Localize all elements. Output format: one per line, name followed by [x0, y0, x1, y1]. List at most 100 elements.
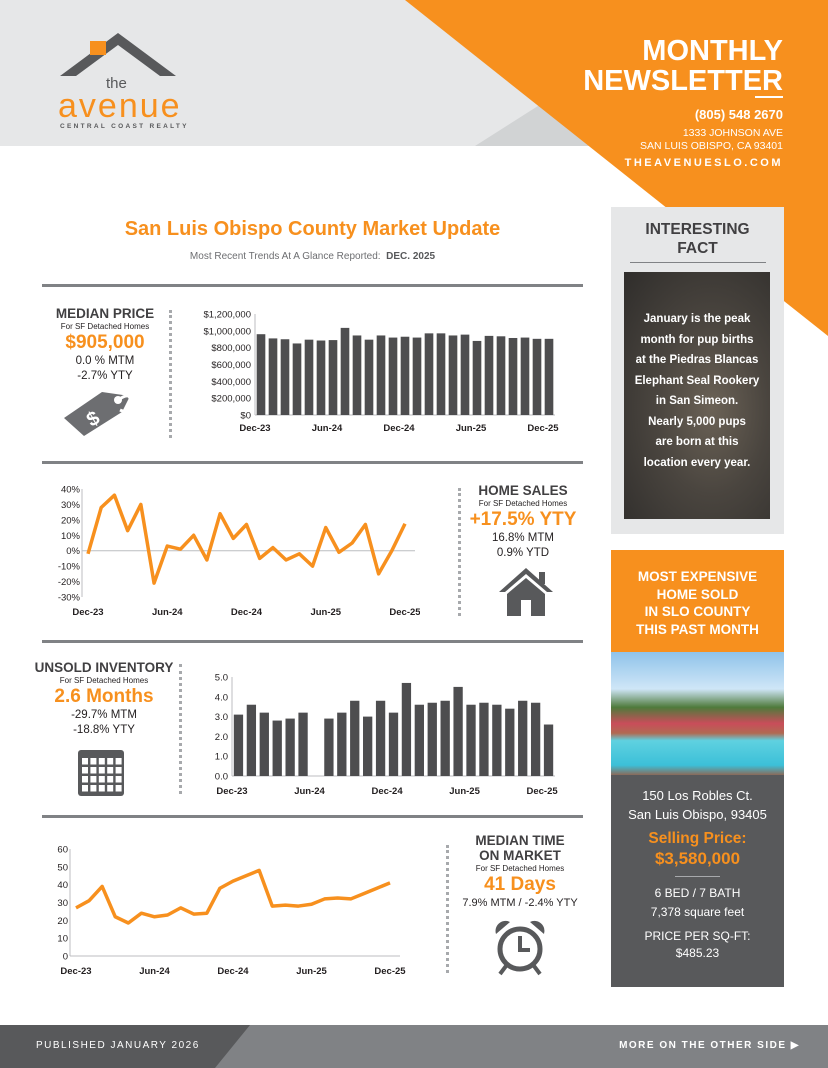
stat-change: 7.9% MTM / -2.4% YTY	[462, 897, 578, 909]
home-address: 150 Los Robles Ct. San Luis Obispo, 93405	[611, 786, 784, 824]
bar	[364, 339, 374, 415]
time-on-market-chart: 60 50 40 30 20 10 0 Dec-23 Jun-24 Dec-24 Jun-25 Dec…	[57, 845, 406, 978]
stat-sub: For SF Detached Homes	[60, 322, 150, 331]
stat-sub: For SF Detached Homes	[475, 864, 565, 873]
bar	[363, 716, 373, 776]
fact-title-1: INTERESTING	[645, 221, 750, 238]
bar	[424, 333, 434, 415]
calendar-cell	[115, 785, 122, 792]
bar	[518, 700, 528, 776]
calendar-cell	[107, 767, 114, 774]
stat-yty: -18.8% YTY	[73, 724, 135, 736]
dotted-separator	[458, 488, 461, 616]
bar	[388, 712, 399, 776]
x-tick-label: Dec-23	[239, 423, 270, 434]
more-text: MORE ON THE OTHER SIDE	[619, 1040, 787, 1051]
calendar-cell	[98, 758, 105, 765]
price-tag-icon: $	[64, 392, 132, 436]
dotted-separator	[179, 664, 182, 794]
dotted-separator	[446, 845, 449, 973]
bar	[259, 712, 269, 776]
y-tick-label: 5.0	[215, 673, 228, 684]
y-tick-label: 0.0	[215, 772, 228, 783]
calendar-cell	[98, 785, 105, 792]
bar	[484, 335, 494, 415]
bar	[328, 340, 338, 415]
phone-number[interactable]: (805) 548 2670	[694, 107, 783, 122]
newsletter-title: MONTHLY NEWSLETTER	[583, 36, 783, 96]
bar	[436, 333, 446, 415]
bar	[280, 339, 290, 415]
logo-roof-icon	[60, 33, 176, 76]
bar	[448, 335, 458, 415]
x-tick-label: Dec-23	[216, 786, 247, 797]
stat-yty: -2.7% YTY	[77, 370, 133, 382]
play-arrow-icon: ▶	[790, 1040, 800, 1051]
logo-the: the	[106, 75, 127, 92]
stat-heading: UNSOLD INVENTORY	[34, 660, 174, 675]
bar	[520, 337, 530, 415]
stat-mtm: 0.0 % MTM	[75, 355, 135, 367]
series-line	[86, 493, 407, 585]
house-icon	[499, 568, 553, 616]
x-tick-label: Jun-24	[139, 966, 170, 977]
x-tick-label: Dec-25	[527, 423, 559, 434]
x-tick-label: Dec-25	[374, 966, 406, 977]
y-tick-label: 30%	[61, 500, 81, 511]
calendar-cell	[82, 758, 88, 765]
x-tick-label: Jun-25	[296, 966, 327, 977]
bar	[532, 338, 542, 415]
address-line-1: 1333 JOHNSON AVE	[682, 127, 783, 139]
more-other-side-link[interactable]: MORE ON THE OTHER SIDE ▶	[619, 1040, 800, 1051]
title-line: MOST EXPENSIVE	[637, 569, 758, 584]
y-tick-label: $800,000	[211, 343, 251, 354]
stat-value: 2.6 Months	[54, 686, 154, 707]
bar	[508, 337, 518, 415]
calendar-cell	[90, 776, 97, 783]
bar	[479, 702, 489, 776]
bar	[304, 339, 314, 415]
logo-tagline: CENTRAL COAST REALTY	[60, 123, 189, 130]
website-link[interactable]: THEAVENUESLO.COM	[624, 157, 783, 169]
bar	[400, 336, 410, 415]
beds-baths: 6 BED / 7 BATH	[654, 886, 741, 900]
calendar-cell	[107, 776, 114, 783]
y-tick-label: 0%	[66, 546, 80, 557]
x-tick-label: Dec-25	[389, 607, 420, 618]
x-tick-label: Dec-24	[231, 607, 263, 618]
y-tick-label: 0	[63, 952, 68, 963]
bar	[285, 718, 295, 776]
y-tick-label: -30%	[58, 593, 81, 604]
y-tick-label: 60	[57, 845, 68, 856]
time-on-market-stat: MEDIAN TIME ON MARKET For SF Detached Ho…	[460, 833, 580, 911]
inventory-chart: 5.0 4.0 3.0 2.0 1.0 0.0 Dec-23 Jun-24 Dec-24 Jun-…	[215, 673, 559, 798]
fact-line: Nearly 5,000 pups	[648, 415, 746, 428]
series-line	[75, 868, 391, 925]
price-rule	[675, 876, 720, 877]
bar	[460, 334, 470, 415]
median-price-chart: $1,200,000 $1,000,000 $800,000 $600,000 $400…	[203, 310, 559, 435]
market-subtitle: Most Recent Trends At A Glance Reported:…	[42, 251, 583, 262]
y-tick-label: 20	[57, 916, 68, 927]
title-line-2: NEWSLETTER	[583, 65, 783, 97]
y-tick-label: $0	[240, 411, 251, 422]
y-tick-label: $1,000,000	[203, 326, 251, 337]
fact-line: in San Simeon.	[655, 395, 739, 407]
bar	[340, 327, 350, 415]
calendar-cell	[98, 767, 105, 774]
y-tick-label: $600,000	[211, 360, 251, 371]
dotted-separator	[169, 310, 172, 438]
title-line-1: MONTHLY	[642, 35, 783, 67]
fact-line: at the Piedras Blancas	[635, 354, 759, 366]
x-tick-label: Jun-24	[294, 786, 325, 797]
y-tick-label: 20%	[61, 515, 81, 526]
footer-right	[215, 1025, 828, 1068]
fact-rule	[630, 262, 766, 263]
calendar-cell	[107, 785, 114, 792]
home-details: 6 BED / 7 BATH 7,378 square feet	[611, 884, 784, 922]
calendar-cell	[115, 776, 122, 783]
fact-line: are born at this	[655, 436, 739, 448]
ppsf-value: $485.23	[675, 946, 720, 960]
bar	[472, 340, 482, 415]
calendar-cell	[82, 785, 88, 792]
